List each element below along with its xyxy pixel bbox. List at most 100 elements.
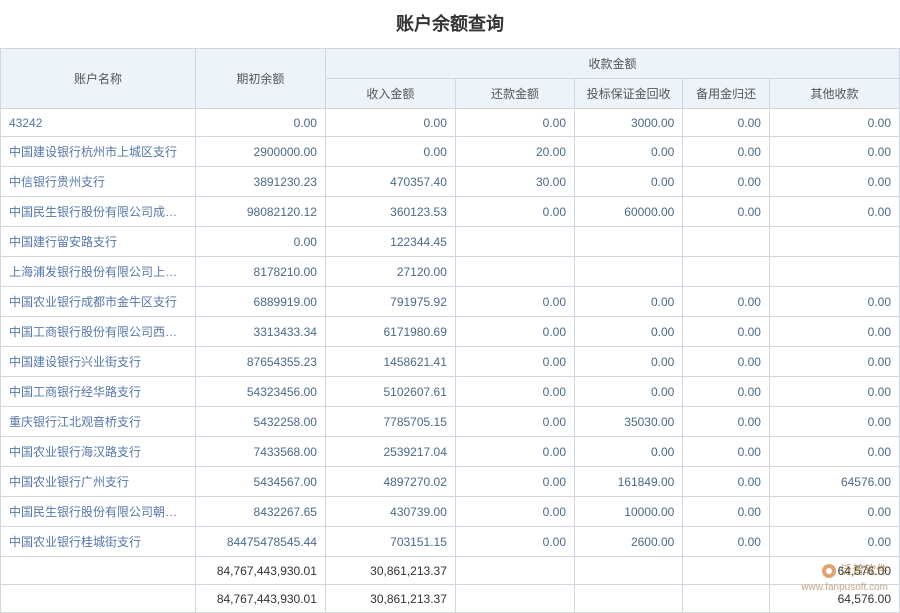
cell-reserve: 0.00 [683,287,770,317]
cell-repay [455,257,574,287]
cell-income: 703151.15 [325,527,455,557]
table-body: 432420.000.000.003000.000.000.00中国建设银行杭州… [1,109,900,613]
cell-income: 5102607.61 [325,377,455,407]
cell-open: 5432258.00 [195,407,325,437]
cell-open: 2900000.00 [195,137,325,167]
cell-repay [455,585,574,613]
cell-open: 6889919.00 [195,287,325,317]
cell-other: 0.00 [769,527,899,557]
cell-repay: 0.00 [455,287,574,317]
cell-other: 0.00 [769,497,899,527]
cell-repay: 0.00 [455,197,574,227]
cell-bid [575,557,683,585]
cell-open: 8432267.65 [195,497,325,527]
col-account-name: 账户名称 [1,49,196,109]
table-row: 中信银行贵州支行3891230.23470357.4030.000.000.00… [1,167,900,197]
cell-name: 中国农业银行海汉路支行 [1,437,196,467]
cell-reserve: 0.00 [683,167,770,197]
cell-open: 87654355.23 [195,347,325,377]
cell-other: 0.00 [769,109,899,137]
cell-name: 上海浦发银行股份有限公司上海支 [1,257,196,287]
cell-bid [575,227,683,257]
cell-name: 43242 [1,109,196,137]
cell-bid: 2600.00 [575,527,683,557]
cell-other: 0.00 [769,167,899,197]
cell-name: 重庆银行江北观音桥支行 [1,407,196,437]
cell-open: 84,767,443,930.01 [195,585,325,613]
cell-repay: 0.00 [455,377,574,407]
cell-open: 98082120.12 [195,197,325,227]
cell-open: 84,767,443,930.01 [195,557,325,585]
cell-bid [575,585,683,613]
cell-open: 54323456.00 [195,377,325,407]
cell-other: 0.00 [769,137,899,167]
cell-bid: 0.00 [575,137,683,167]
cell-income: 7785705.15 [325,407,455,437]
cell-reserve: 0.00 [683,347,770,377]
cell-open: 3313433.34 [195,317,325,347]
cell-reserve: 0.00 [683,527,770,557]
cell-repay [455,557,574,585]
table-row: 中国工商银行经华路支行54323456.005102607.610.000.00… [1,377,900,407]
cell-other: 64,576.00 [769,585,899,613]
cell-open: 3891230.23 [195,167,325,197]
cell-bid: 0.00 [575,287,683,317]
cell-bid [575,257,683,287]
table-row: 中国建行留安路支行0.00122344.45 [1,227,900,257]
cell-repay: 0.00 [455,317,574,347]
cell-name [1,557,196,585]
page-title: 账户余额查询 [0,0,900,48]
cell-other [769,257,899,287]
cell-reserve: 0.00 [683,137,770,167]
cell-repay: 20.00 [455,137,574,167]
cell-name: 中国建行留安路支行 [1,227,196,257]
cell-bid: 35030.00 [575,407,683,437]
cell-bid: 60000.00 [575,197,683,227]
cell-reserve: 0.00 [683,467,770,497]
cell-other: 0.00 [769,197,899,227]
table-header: 账户名称 期初余额 收款金额 收入金额 还款金额 投标保证金回收 备用金归还 其… [1,49,900,109]
cell-bid: 0.00 [575,377,683,407]
cell-name: 中国工商银行经华路支行 [1,377,196,407]
cell-income: 122344.45 [325,227,455,257]
col-receipt-group: 收款金额 [325,49,899,79]
cell-repay: 0.00 [455,467,574,497]
cell-reserve [683,227,770,257]
cell-bid: 161849.00 [575,467,683,497]
cell-other [769,227,899,257]
cell-name: 中国农业银行桂城街支行 [1,527,196,557]
cell-open: 7433568.00 [195,437,325,467]
table-row: 中国农业银行海汉路支行7433568.002539217.040.000.000… [1,437,900,467]
table-row: 中国建设银行杭州市上城区支行2900000.000.0020.000.000.0… [1,137,900,167]
cell-bid: 0.00 [575,317,683,347]
cell-repay: 0.00 [455,497,574,527]
cell-reserve: 0.00 [683,197,770,227]
cell-bid: 0.00 [575,437,683,467]
cell-bid: 0.00 [575,167,683,197]
cell-open: 8178210.00 [195,257,325,287]
cell-income: 30,861,213.37 [325,557,455,585]
cell-other: 0.00 [769,377,899,407]
col-other-receipt: 其他收款 [769,79,899,109]
cell-income: 6171980.69 [325,317,455,347]
cell-bid: 10000.00 [575,497,683,527]
cell-income: 0.00 [325,137,455,167]
cell-reserve [683,585,770,613]
cell-income: 0.00 [325,109,455,137]
col-opening-balance: 期初余额 [195,49,325,109]
cell-repay: 0.00 [455,437,574,467]
col-income: 收入金额 [325,79,455,109]
cell-name: 中国民生银行股份有限公司朝阳支 [1,497,196,527]
cell-open: 0.00 [195,109,325,137]
cell-other: 0.00 [769,407,899,437]
cell-name: 中国建设银行杭州市上城区支行 [1,137,196,167]
table-row: 中国农业银行成都市金牛区支行6889919.00791975.920.000.0… [1,287,900,317]
cell-income: 470357.40 [325,167,455,197]
cell-open: 5434567.00 [195,467,325,497]
cell-reserve: 0.00 [683,437,770,467]
cell-repay: 0.00 [455,347,574,377]
table-row: 中国农业银行桂城街支行84475478545.44703151.150.0026… [1,527,900,557]
cell-income: 2539217.04 [325,437,455,467]
table-row: 中国建设银行兴业街支行87654355.231458621.410.000.00… [1,347,900,377]
cell-other: 0.00 [769,347,899,377]
